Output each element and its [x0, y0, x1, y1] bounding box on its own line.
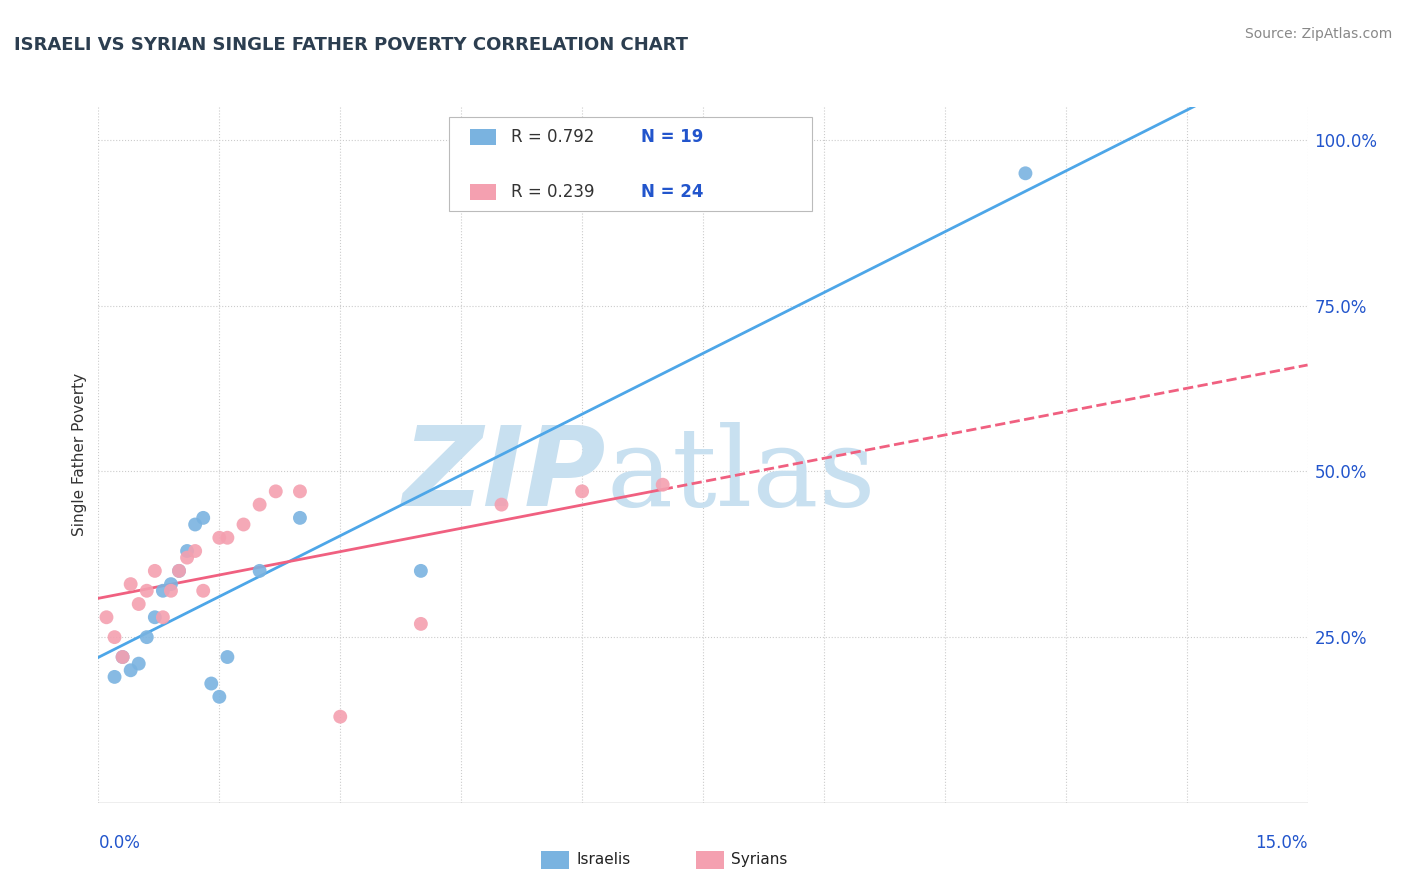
Point [249, 564, 271, 578]
Text: Source: ZipAtlas.com: Source: ZipAtlas.com [1244, 27, 1392, 41]
Point [651, 477, 673, 491]
Point [111, 650, 134, 665]
Point [193, 511, 215, 525]
Point [184, 544, 207, 558]
Text: 0.0%: 0.0% [98, 834, 141, 852]
Text: atlas: atlas [606, 422, 876, 529]
Text: N = 19: N = 19 [641, 128, 704, 146]
Point [152, 583, 174, 598]
Text: Syrians: Syrians [731, 853, 787, 867]
Bar [470, 185, 496, 200]
Point [135, 630, 157, 644]
Point [120, 577, 142, 591]
Point [232, 517, 254, 532]
Point [249, 498, 271, 512]
Point [96, 610, 118, 624]
Point [152, 610, 174, 624]
Point [193, 583, 215, 598]
Point [264, 484, 287, 499]
Point [329, 709, 352, 723]
Point [184, 517, 207, 532]
Point [143, 564, 166, 578]
FancyBboxPatch shape [449, 118, 811, 211]
Point [409, 564, 432, 578]
Text: N = 24: N = 24 [641, 183, 704, 201]
Y-axis label: Single Father Poverty: Single Father Poverty [72, 374, 87, 536]
Point [288, 511, 311, 525]
Point [167, 564, 190, 578]
Point [128, 657, 150, 671]
Text: 15.0%: 15.0% [1256, 834, 1308, 852]
Point [208, 690, 231, 704]
Point [135, 583, 157, 598]
Point [143, 610, 166, 624]
Point [571, 484, 593, 499]
Point [208, 531, 231, 545]
Point [103, 670, 125, 684]
Point [176, 550, 198, 565]
Point [167, 564, 190, 578]
Point [288, 484, 311, 499]
Point [103, 630, 125, 644]
Text: ISRAELI VS SYRIAN SINGLE FATHER POVERTY CORRELATION CHART: ISRAELI VS SYRIAN SINGLE FATHER POVERTY … [14, 36, 688, 54]
Bar [470, 129, 496, 145]
Point [128, 597, 150, 611]
Point [1014, 166, 1036, 180]
Point [491, 498, 513, 512]
Point [160, 583, 183, 598]
Point [200, 676, 222, 690]
Text: ZIP: ZIP [402, 422, 606, 529]
Point [111, 650, 134, 665]
Point [409, 616, 432, 631]
Text: R = 0.792: R = 0.792 [510, 128, 595, 146]
Text: Israelis: Israelis [576, 853, 631, 867]
Point [160, 577, 183, 591]
Point [120, 663, 142, 677]
Point [217, 650, 239, 665]
Point [176, 544, 198, 558]
Point [217, 531, 239, 545]
Text: R = 0.239: R = 0.239 [510, 183, 595, 201]
